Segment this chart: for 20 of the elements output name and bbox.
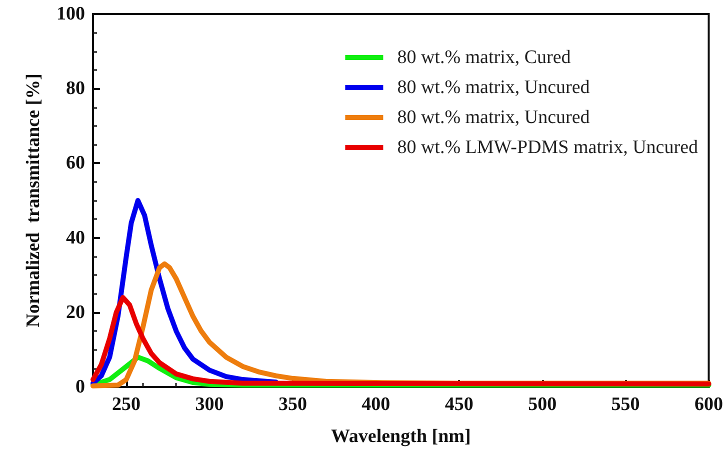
- x-axis-title: Wavelength [nm]: [330, 426, 471, 447]
- x-tick-label: 450: [444, 394, 474, 415]
- x-tick-label: 400: [362, 394, 390, 415]
- x-tick-label: 300: [195, 394, 224, 415]
- y-axis-title: Normalized transmittance [%]: [23, 74, 44, 328]
- legend-label: 80 wt.% matrix, Cured: [397, 47, 572, 68]
- legend-label: 80 wt.% LMW-PDMS matrix, Uncured: [397, 137, 698, 158]
- y-tick-label: 20: [66, 302, 85, 323]
- legend-label: 80 wt.% matrix, Uncured: [397, 107, 590, 128]
- x-tick-label: 250: [112, 394, 141, 415]
- y-tick-label: 40: [66, 227, 85, 248]
- legend-label: 80 wt.% matrix, Uncured: [397, 77, 590, 98]
- y-tick-label: 0: [76, 376, 85, 398]
- x-tick-label: 500: [528, 394, 557, 415]
- x-tick-label: 550: [611, 394, 640, 415]
- x-tick-label: 600: [694, 394, 723, 415]
- y-tick-label: 80: [66, 78, 85, 100]
- y-tick-label: 60: [66, 152, 85, 174]
- x-tick-label: 350: [278, 394, 307, 415]
- y-tick-label: 100: [56, 4, 85, 24]
